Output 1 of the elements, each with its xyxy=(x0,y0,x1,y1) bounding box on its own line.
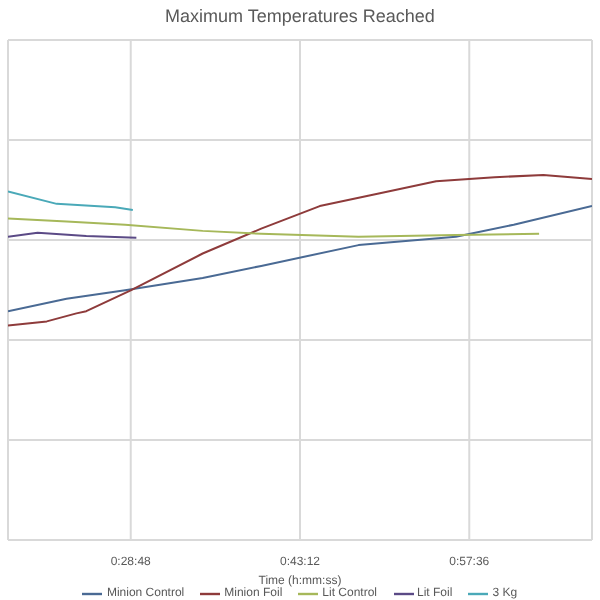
chart-title: Maximum Temperatures Reached xyxy=(163,4,437,30)
